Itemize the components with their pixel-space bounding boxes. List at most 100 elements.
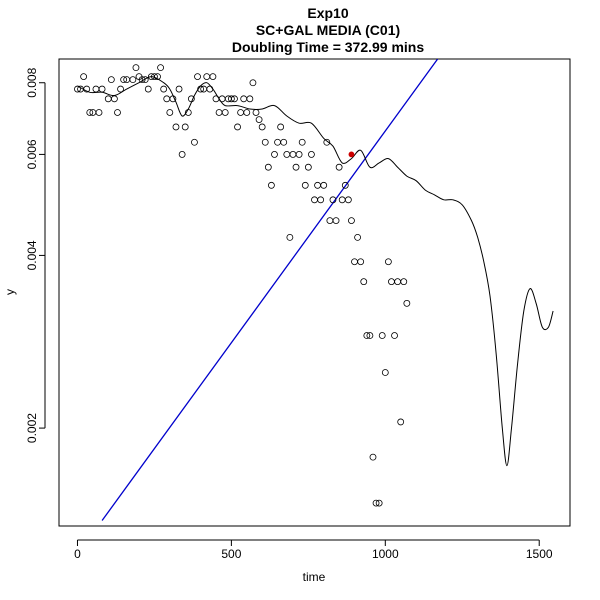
data-point [320,181,328,189]
data-point [160,85,168,93]
data-point [258,123,266,131]
data-point [384,258,392,266]
data-point [261,138,269,146]
data-point [243,109,251,116]
data-point [308,151,315,158]
data-point [120,76,128,84]
data-point [335,163,343,171]
data-point [86,109,94,116]
data-point [400,278,408,286]
data-point [166,109,174,116]
data-point [338,196,346,204]
data-point [154,73,161,80]
data-point [354,233,361,241]
y-axis: 0.002 0.004 0.006 0.008 [25,67,46,443]
x-axis-label: time [303,570,326,584]
data-point [157,64,164,72]
data-point [74,85,81,93]
data-point [169,95,177,103]
data-point [240,95,248,103]
data-point [191,138,198,146]
x-tick-label: 0 [74,547,81,561]
data-point [206,85,214,93]
data-point [372,499,380,507]
data-point [329,196,337,204]
data-point [292,163,300,171]
data-point [311,196,318,204]
data-point [111,95,118,103]
data-point [221,109,229,116]
y-axis-label: y [3,289,17,295]
data-point [301,181,309,189]
data-point [117,85,124,93]
data-point [348,217,355,224]
chart-subtitle: SC+GAL MEDIA (C01) [256,22,400,38]
y-tick-label: 0.004 [25,240,39,270]
data-point [403,299,411,307]
data-point [138,76,146,84]
y-tick-label: 0.002 [25,413,39,443]
data-point [163,95,171,103]
data-point [144,85,152,93]
data-point [227,95,235,103]
data-point [298,138,306,146]
data-point [172,123,180,131]
data-point [246,95,254,103]
data-point [381,369,389,376]
data-point [326,217,334,224]
data-point [314,181,321,189]
data-point [363,332,371,339]
data-point [369,453,377,461]
data-point [178,151,186,158]
x-axis: 0 500 1000 1500 [74,539,553,561]
data-point [92,85,100,93]
data-point [283,151,291,158]
data-point [95,109,103,116]
data-point [151,73,158,80]
data-point [114,109,121,116]
data-point [104,95,112,103]
data-point [397,418,405,426]
plot-frame [58,58,571,527]
data-point [132,64,140,72]
smooth-curve [77,76,554,467]
chart-title: Exp10 [307,5,348,21]
data-point [280,138,288,146]
data-point [212,95,220,103]
data-point [341,181,349,189]
data-point [237,109,245,116]
data-point [141,76,149,84]
data-point [203,73,211,80]
data-point [274,138,281,146]
data-point [391,332,398,339]
data-point [234,123,241,131]
data-point [388,278,395,286]
data-point [80,73,88,80]
data-point [215,109,223,116]
data-point [249,79,257,87]
data-point [351,258,358,266]
data-point [394,278,402,286]
data-point [264,163,272,171]
data-point [375,499,383,507]
data-point [98,85,106,93]
data-point [218,95,226,103]
doubling-fit-line [101,59,439,521]
data-point [255,116,263,123]
data-point [332,217,340,224]
data-point [175,85,183,93]
data-point [268,181,275,189]
data-point [107,76,115,84]
chart-subtitle-doubling-time: Doubling Time = 372.99 mins [232,39,425,55]
data-point [360,278,368,286]
y-tick-label: 0.006 [25,139,39,169]
data-point [194,73,201,80]
data-point [252,109,260,116]
data-point [209,73,217,80]
data-point [366,332,374,339]
x-tick-label: 500 [221,547,241,561]
data-point [317,196,325,204]
data-point [304,163,312,171]
data-point [357,258,365,266]
